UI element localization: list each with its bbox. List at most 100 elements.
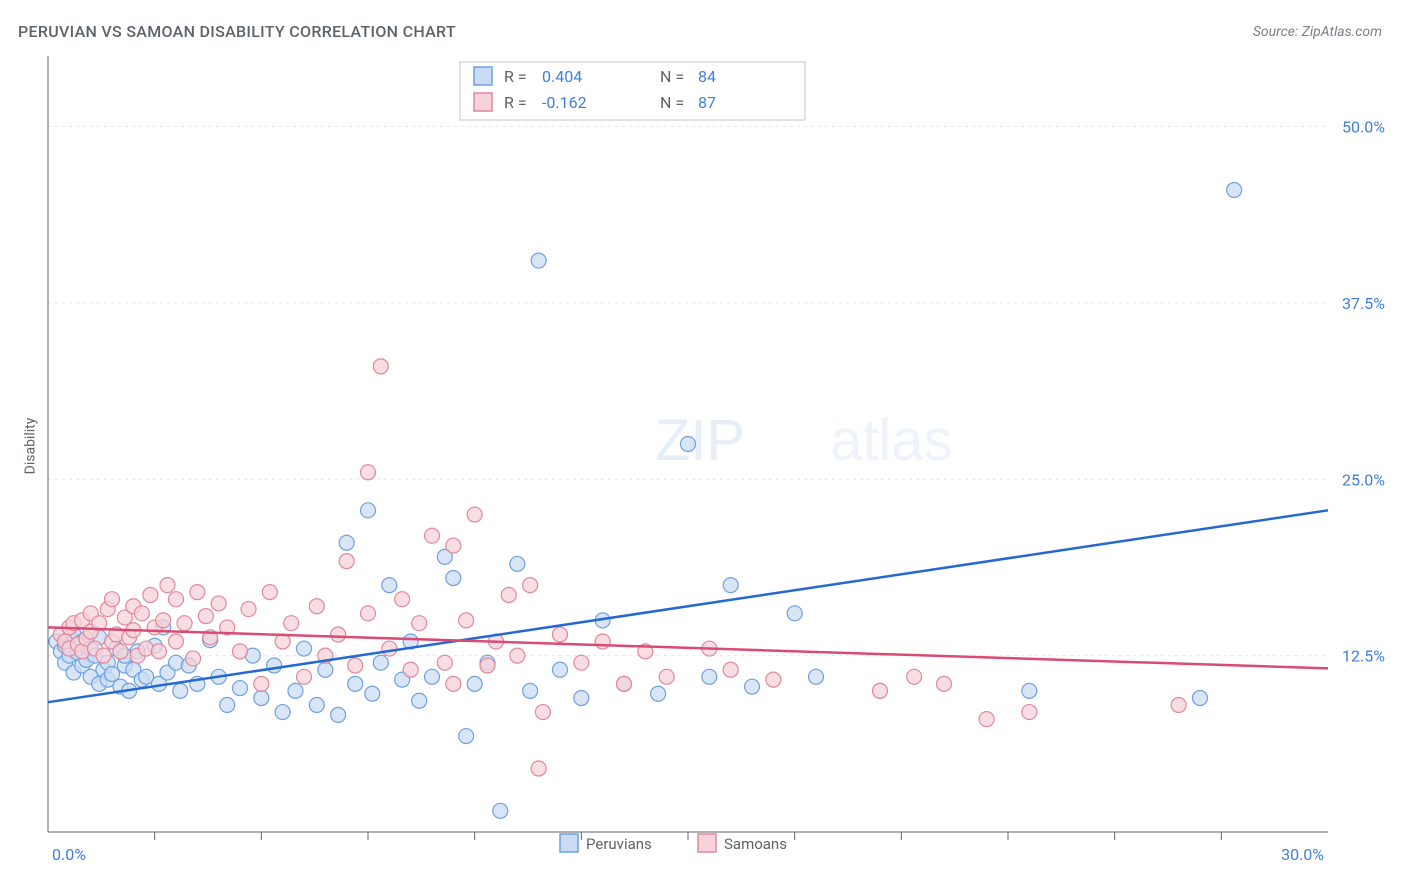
scatter-chart: 12.5% 25.0% 37.5% 50.0% 0.0% 30.0% ZIP atlas R =… — [0, 0, 1406, 892]
legend-swatch — [560, 834, 578, 852]
data-point — [531, 253, 546, 268]
legend-r-value: -0.162 — [542, 93, 587, 112]
data-point — [702, 669, 717, 684]
data-point — [535, 705, 550, 720]
legend-swatch — [698, 834, 716, 852]
data-point — [403, 662, 418, 677]
data-point — [241, 602, 256, 617]
x-tick-label: 0.0% — [52, 845, 86, 864]
data-point — [510, 556, 525, 571]
data-point — [177, 616, 192, 631]
data-point — [531, 761, 546, 776]
data-point — [395, 592, 410, 607]
data-point — [467, 507, 482, 522]
data-point — [173, 683, 188, 698]
data-point — [186, 651, 201, 666]
data-point — [574, 690, 589, 705]
legend-swatch — [474, 93, 492, 111]
data-point — [105, 666, 120, 681]
data-point — [787, 606, 802, 621]
data-point — [297, 641, 312, 656]
data-point — [1193, 690, 1208, 705]
data-point — [160, 578, 175, 593]
data-point — [134, 606, 149, 621]
data-point — [105, 592, 120, 607]
data-point — [96, 648, 111, 663]
data-point — [262, 585, 277, 600]
data-point — [339, 535, 354, 550]
data-point — [501, 587, 516, 602]
data-point — [233, 681, 248, 696]
data-point — [365, 686, 380, 701]
data-point — [553, 662, 568, 677]
data-point — [267, 658, 282, 673]
data-point — [348, 658, 363, 673]
data-point — [254, 690, 269, 705]
data-point — [745, 679, 760, 694]
data-point — [446, 676, 461, 691]
data-point — [425, 528, 440, 543]
data-point — [766, 672, 781, 687]
data-point — [523, 578, 538, 593]
legend-r-value: 0.404 — [542, 67, 582, 86]
watermark: atlas — [830, 408, 953, 473]
data-point — [459, 613, 474, 628]
data-point — [493, 803, 508, 818]
data-point — [113, 644, 128, 659]
data-point — [651, 686, 666, 701]
data-point — [459, 729, 474, 744]
data-point — [169, 592, 184, 607]
data-point — [190, 585, 205, 600]
data-point — [446, 571, 461, 586]
data-point — [288, 683, 303, 698]
data-point — [254, 676, 269, 691]
data-point — [373, 359, 388, 374]
data-point — [143, 587, 158, 602]
legend-n-value: 87 — [698, 93, 716, 112]
data-point — [595, 634, 610, 649]
data-point — [211, 596, 226, 611]
data-point — [233, 644, 248, 659]
data-point — [907, 669, 922, 684]
y-tick-label: 37.5% — [1342, 294, 1385, 313]
data-point — [309, 599, 324, 614]
y-tick-label: 50.0% — [1342, 118, 1385, 137]
x-tick-label: 30.0% — [1281, 845, 1324, 864]
y-tick-label: 25.0% — [1342, 470, 1385, 489]
data-point — [1227, 183, 1242, 198]
data-point — [979, 712, 994, 727]
data-point — [373, 655, 388, 670]
data-point — [446, 538, 461, 553]
data-point — [309, 698, 324, 713]
data-point — [809, 669, 824, 684]
data-point — [382, 578, 397, 593]
data-point — [523, 683, 538, 698]
data-point — [348, 676, 363, 691]
data-point — [318, 662, 333, 677]
data-point — [412, 693, 427, 708]
data-point — [220, 698, 235, 713]
legend-n-label: N = — [660, 93, 684, 112]
data-point — [156, 613, 171, 628]
data-point — [331, 707, 346, 722]
watermark: ZIP — [655, 408, 745, 473]
legend-r-label: R = — [504, 67, 527, 86]
data-point — [198, 609, 213, 624]
data-point — [361, 503, 376, 518]
data-point — [1022, 683, 1037, 698]
data-point — [553, 627, 568, 642]
data-point — [151, 644, 166, 659]
data-point — [574, 655, 589, 670]
data-point — [331, 627, 346, 642]
data-point — [937, 676, 952, 691]
y-tick-label: 12.5% — [1342, 647, 1385, 666]
data-point — [339, 554, 354, 569]
data-point — [437, 655, 452, 670]
data-point — [361, 606, 376, 621]
data-point — [382, 641, 397, 656]
data-point — [1022, 705, 1037, 720]
data-point — [284, 616, 299, 631]
data-point — [1171, 698, 1186, 713]
legend-r-label: R = — [504, 93, 527, 112]
data-point — [723, 578, 738, 593]
